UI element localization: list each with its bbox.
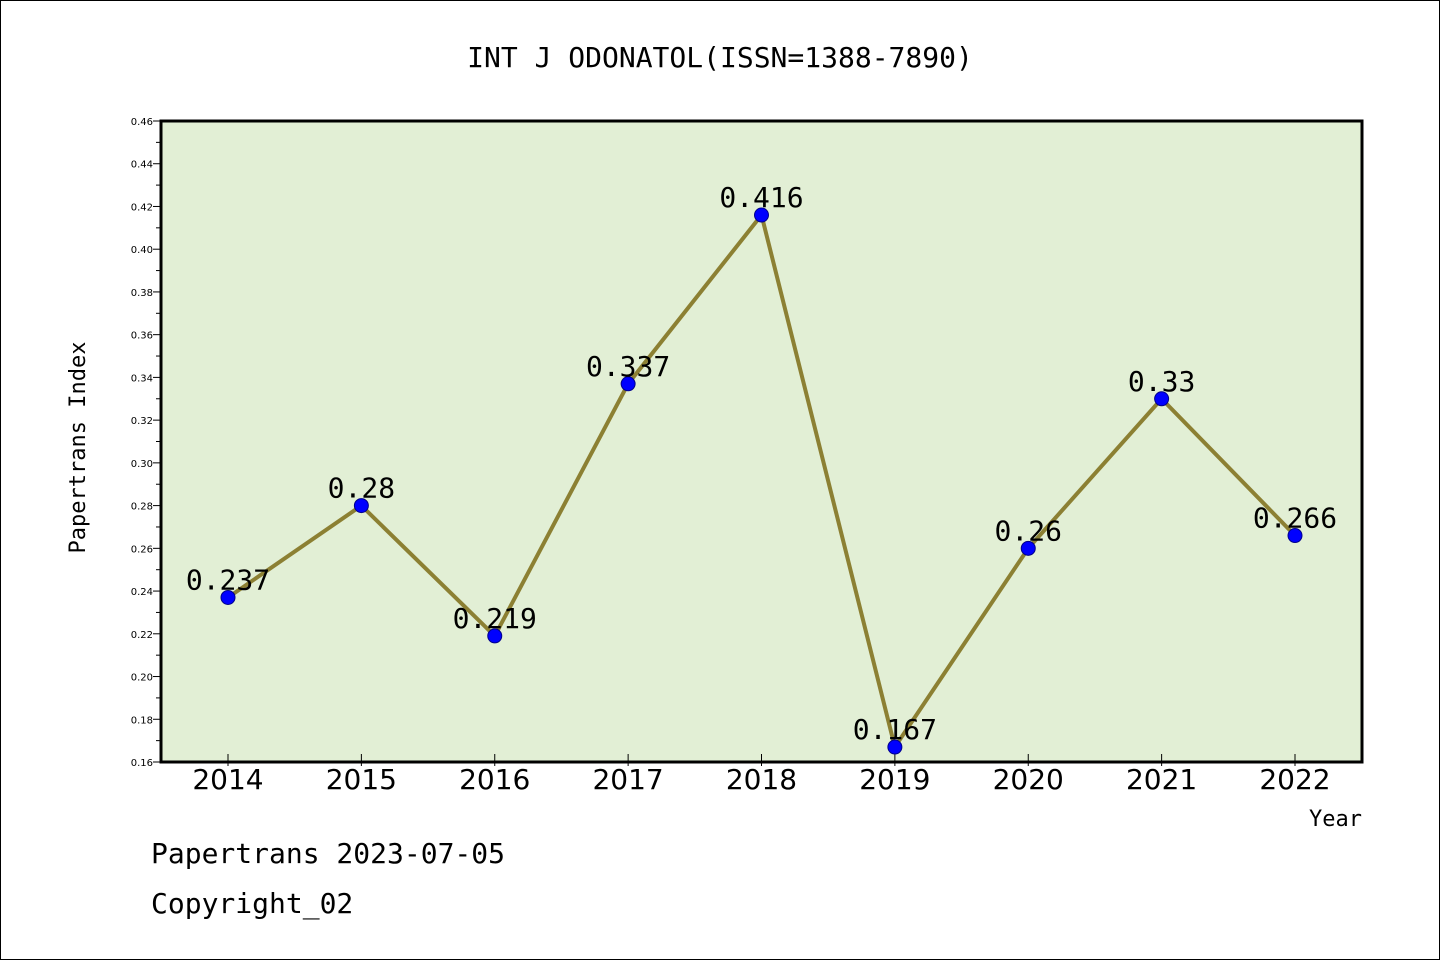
x-tick-label: 2022 <box>1259 763 1330 796</box>
y-tick-label: 0.34 <box>131 373 153 384</box>
y-axis-ticks: 0.16 0.18 0.20 0.22 0.24 0.26 0.28 0.30 0.32 0.34… <box>131 117 161 769</box>
y-tick-label: 0.16 <box>131 758 153 769</box>
x-tick-label: 2014 <box>192 763 263 796</box>
data-label: 0.266 <box>1253 502 1337 535</box>
data-point <box>220 589 236 605</box>
data-label: 0.167 <box>853 713 937 746</box>
chart-title: INT J ODONATOL(ISSN=1388-7890) <box>467 41 973 74</box>
y-tick-label: 0.28 <box>131 502 153 513</box>
y-tick-label: 0.42 <box>131 202 153 213</box>
y-tick-label: 0.20 <box>131 673 153 684</box>
data-label: 0.33 <box>1128 365 1195 398</box>
data-point <box>1287 528 1303 544</box>
y-tick-label: 0.46 <box>131 117 153 128</box>
data-label: 0.26 <box>995 514 1062 547</box>
y-tick-label: 0.22 <box>131 630 153 641</box>
data-point <box>1020 540 1036 556</box>
x-tick-label: 2019 <box>859 763 930 796</box>
y-tick-label: 0.30 <box>131 459 153 470</box>
data-label: 0.28 <box>328 472 395 505</box>
data-point <box>620 376 636 392</box>
y-tick-label: 0.40 <box>131 245 153 256</box>
x-tick-label: 2018 <box>726 763 797 796</box>
x-axis-label: Year <box>1309 807 1362 832</box>
y-tick-label: 0.38 <box>131 288 153 299</box>
y-tick-label: 0.44 <box>131 160 153 171</box>
plot-frame <box>159 119 1364 764</box>
y-tick-label: 0.36 <box>131 331 153 342</box>
footer-copyright: Copyright_02 <box>151 887 354 920</box>
data-point <box>1154 391 1170 407</box>
data-label: 0.416 <box>719 181 803 214</box>
y-tick-label: 0.24 <box>131 587 153 598</box>
data-point <box>487 628 503 644</box>
data-point <box>887 739 903 755</box>
y-axis-label: Papertrans Index <box>66 342 91 554</box>
data-point <box>353 498 369 514</box>
data-point <box>754 207 769 223</box>
x-tick-label: 2017 <box>592 763 663 796</box>
y-tick-label: 0.26 <box>131 544 153 555</box>
data-label: 0.337 <box>586 350 670 383</box>
x-tick-label: 2020 <box>993 763 1064 796</box>
x-tick-label: 2016 <box>459 763 530 796</box>
x-axis-ticks: 2014 2015 2016 2017 2018 2019 2020 2021 2022 <box>192 754 1331 796</box>
x-tick-label: 2015 <box>326 763 397 796</box>
y-tick-label: 0.32 <box>131 416 153 427</box>
y-tick-label: 0.18 <box>131 715 153 726</box>
data-label: 0.237 <box>186 563 270 596</box>
plot-area <box>161 121 1362 762</box>
data-label: 0.219 <box>453 602 537 635</box>
series-group: 0.237 0.28 0.219 0.337 0.416 0.167 0.26 0.33 0.2… <box>186 181 1337 755</box>
footer-date: Papertrans 2023-07-05 <box>151 837 506 870</box>
x-tick-label: 2021 <box>1126 763 1197 796</box>
